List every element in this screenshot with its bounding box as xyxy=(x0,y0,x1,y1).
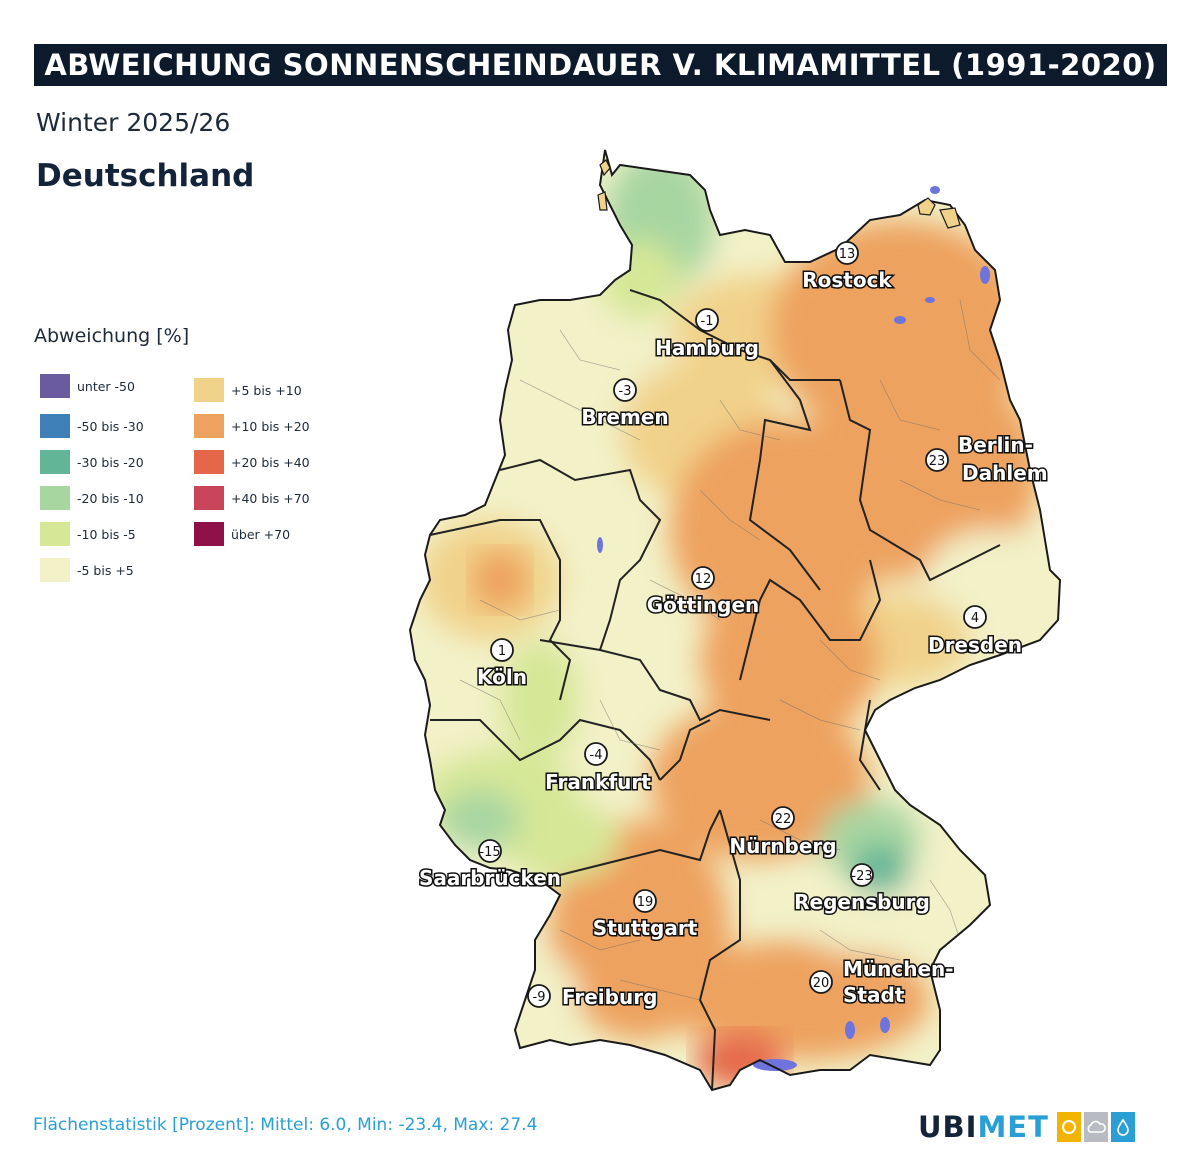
station-stuttgart: 19 Stuttgart xyxy=(591,889,699,942)
islands xyxy=(597,159,961,229)
station-label: Nürnberg xyxy=(729,834,836,858)
legend-item: -10 bis -5 xyxy=(40,522,136,546)
legend-label: -20 bis -10 xyxy=(77,490,144,506)
station-rostock: 13 Rostock xyxy=(801,241,894,294)
station-label: Köln xyxy=(477,665,527,689)
station-regensburg: -23 Regensburg xyxy=(793,863,931,916)
station-value: -1 xyxy=(701,314,714,329)
legend-item: -30 bis -20 xyxy=(40,450,144,474)
brand-part-b: MET xyxy=(977,1110,1049,1144)
station-label-line2: Stadt xyxy=(843,983,905,1007)
station-hamburg: -1 Hamburg xyxy=(654,308,760,362)
legend: unter -50 -50 bis -30 -30 bis -20 -20 bi… xyxy=(40,374,370,604)
station-label: Regensburg xyxy=(794,890,930,914)
district-borders xyxy=(459,299,1001,1001)
station-label: Freiburg xyxy=(562,985,657,1009)
legend-swatch xyxy=(194,486,224,510)
station-label: Stuttgart xyxy=(593,916,698,940)
station-value: 20 xyxy=(813,976,830,991)
station-value: 19 xyxy=(637,895,654,910)
map-svg: 13 Rostock -1 Hamburg -3 Bremen 23 Berli… xyxy=(409,149,1061,1091)
station-value: 13 xyxy=(839,247,856,262)
station-value: 1 xyxy=(498,644,506,659)
legend-label: +20 bis +40 xyxy=(231,454,310,470)
legend-item: +20 bis +40 xyxy=(194,450,310,474)
station-markers: 13 Rostock -1 Hamburg -3 Bremen 23 Berli… xyxy=(417,241,1049,1011)
legend-label: +40 bis +70 xyxy=(231,490,310,506)
legend-title: Abweichung [%] xyxy=(34,325,190,347)
legend-swatch xyxy=(40,558,70,582)
station-berlin: 23 Berlin- Dahlem xyxy=(925,432,1049,487)
map-title: ABWEICHUNG SONNENSCHEINDAUER V. KLIMAMIT… xyxy=(34,44,1167,86)
station-value: -3 xyxy=(619,384,632,399)
station-bremen: -3 Bremen xyxy=(580,378,670,431)
region-title: Deutschland xyxy=(36,158,255,194)
legend-swatch xyxy=(40,522,70,546)
station-value: -4 xyxy=(590,748,603,763)
legend-item: über +70 xyxy=(194,522,290,546)
station-freiburg: -9 Freiburg xyxy=(527,984,659,1011)
legend-label: über +70 xyxy=(231,526,291,542)
legend-swatch xyxy=(40,486,70,510)
station-label: Frankfurt xyxy=(545,770,651,794)
legend-swatch xyxy=(194,522,224,546)
raindrop-icon xyxy=(1110,1112,1135,1142)
area-statistics: Flächenstatistik [Prozent]: Mittel: 6.0,… xyxy=(33,1115,538,1135)
legend-label: -10 bis -5 xyxy=(77,526,136,542)
station-label: Göttingen xyxy=(647,593,760,617)
station-label: Bremen xyxy=(581,405,668,429)
legend-swatch xyxy=(40,414,70,438)
station-value: 4 xyxy=(971,611,979,626)
legend-swatch xyxy=(40,374,70,398)
station-goettingen: 12 Göttingen xyxy=(645,566,761,619)
brand-part-a: UBI xyxy=(918,1110,978,1144)
station-label: Berlin- xyxy=(958,433,1033,457)
legend-item: -20 bis -10 xyxy=(40,486,144,510)
station-value: -15 xyxy=(479,845,500,860)
station-value: 12 xyxy=(695,572,712,587)
station-label: München- xyxy=(843,957,954,981)
legend-item: +10 bis +20 xyxy=(194,414,310,438)
station-value: -9 xyxy=(533,990,546,1005)
station-label: Hamburg xyxy=(655,336,759,360)
station-frankfurt: -4 Frankfurt xyxy=(544,742,653,796)
ubimet-logo: UBIMET xyxy=(918,1110,1135,1144)
station-label-line2: Dahlem xyxy=(962,461,1048,485)
legend-swatch xyxy=(194,378,224,402)
legend-label: -50 bis -30 xyxy=(77,418,144,434)
legend-item: +40 bis +70 xyxy=(194,486,310,510)
station-saarbruecken: -15 Saarbrücken xyxy=(417,839,563,892)
station-dresden: 4 Dresden xyxy=(926,605,1024,659)
brand-wordmark: UBIMET xyxy=(918,1110,1049,1144)
legend-item: -50 bis -30 xyxy=(40,414,144,438)
germany-map: 13 Rostock -1 Hamburg -3 Bremen 23 Berli… xyxy=(380,140,1100,1100)
station-nuernberg: 22 Nürnberg xyxy=(728,806,838,860)
legend-swatch xyxy=(40,450,70,474)
legend-label: +5 bis +10 xyxy=(231,382,302,398)
station-value: 22 xyxy=(775,812,792,827)
cloud-icon xyxy=(1083,1112,1108,1142)
station-koeln: 1 Köln xyxy=(476,638,528,691)
deviation-field xyxy=(410,150,1060,1090)
legend-swatch xyxy=(194,450,224,474)
legend-swatch xyxy=(194,414,224,438)
legend-label: -5 bis +5 xyxy=(77,562,134,578)
station-muenchen: 20 München- Stadt xyxy=(809,956,955,1009)
station-value: -23 xyxy=(851,869,872,884)
station-value: 23 xyxy=(929,454,946,469)
season-subtitle: Winter 2025/26 xyxy=(36,108,231,137)
legend-item: unter -50 xyxy=(40,374,135,398)
state-borders xyxy=(429,289,1001,1091)
legend-item: +5 bis +10 xyxy=(194,378,302,402)
legend-label: +10 bis +20 xyxy=(231,418,310,434)
sun-icon xyxy=(1056,1112,1081,1142)
station-label: Saarbrücken xyxy=(419,866,561,890)
legend-label: -30 bis -20 xyxy=(77,454,144,470)
legend-label: unter -50 xyxy=(77,378,135,394)
station-label: Dresden xyxy=(928,633,1022,657)
station-label: Rostock xyxy=(802,268,892,292)
legend-item: -5 bis +5 xyxy=(40,558,134,582)
